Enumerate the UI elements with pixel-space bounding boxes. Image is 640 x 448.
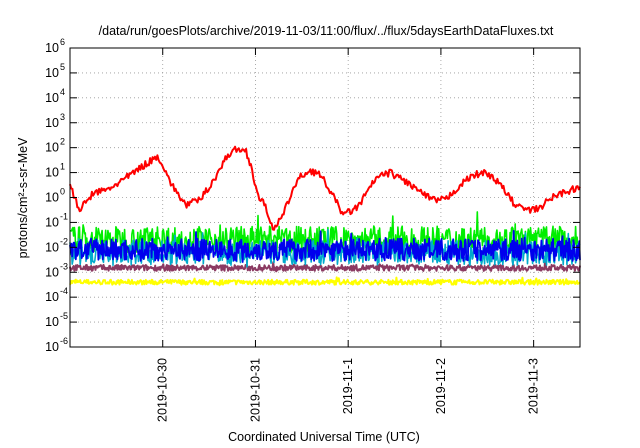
series-group <box>69 145 581 287</box>
y-tick-label: 10 <box>45 340 59 354</box>
y-tick-label: 10 <box>45 191 59 205</box>
y-tick-exponent: 4 <box>60 87 65 97</box>
series-line <box>69 145 581 231</box>
y-tick-label: 10 <box>45 141 59 155</box>
y-tick-exponent: -5 <box>60 311 68 321</box>
y-axis-label: protons/cm²-s-sr-MeV <box>16 137 30 259</box>
x-axis-label: Coordinated Universal Time (UTC) <box>228 430 420 444</box>
x-tick-label: 2019-11-2 <box>434 358 448 414</box>
x-tick-label: 2019-10-31 <box>248 358 262 422</box>
y-tick-label: 10 <box>45 66 59 80</box>
y-tick-exponent: 2 <box>60 137 65 147</box>
y-tick-label: 10 <box>45 41 59 55</box>
x-tick-label: 2019-10-30 <box>156 358 170 422</box>
y-tick-exponent: -6 <box>60 336 68 346</box>
y-tick-exponent: 1 <box>60 162 65 172</box>
y-tick-label: 10 <box>45 265 59 279</box>
y-tick-label: 10 <box>45 91 59 105</box>
y-axis: 10 -610 -510 -410 -310 -210 -110 010 110 210 310 41… <box>45 37 580 354</box>
y-tick-exponent: -1 <box>60 211 68 221</box>
x-axis: 2019-10-30 2019-10-31 2019-11-1 2019-11-2 20… <box>156 48 541 422</box>
series-line <box>69 229 581 263</box>
y-tick-exponent: 5 <box>60 62 65 72</box>
series-line <box>69 276 581 287</box>
y-tick-exponent: -4 <box>60 286 68 296</box>
y-tick-exponent: 0 <box>60 187 65 197</box>
chart-title: /data/run/goesPlots/archive/2019-11-03/1… <box>99 24 554 38</box>
y-tick-label: 10 <box>45 116 59 130</box>
y-tick-label: 10 <box>45 315 59 329</box>
series-line <box>69 261 581 273</box>
y-tick-exponent: 6 <box>60 37 65 47</box>
y-tick-exponent: -2 <box>60 236 68 246</box>
x-tick-label: 2019-11-3 <box>527 358 541 414</box>
y-tick-label: 10 <box>45 240 59 254</box>
y-tick-exponent: 3 <box>60 112 65 122</box>
y-tick-label: 10 <box>45 215 59 229</box>
y-tick-exponent: -3 <box>60 261 68 271</box>
x-tick-label: 2019-11-1 <box>341 358 355 414</box>
y-tick-label: 10 <box>45 290 59 304</box>
y-tick-label: 10 <box>45 166 59 180</box>
